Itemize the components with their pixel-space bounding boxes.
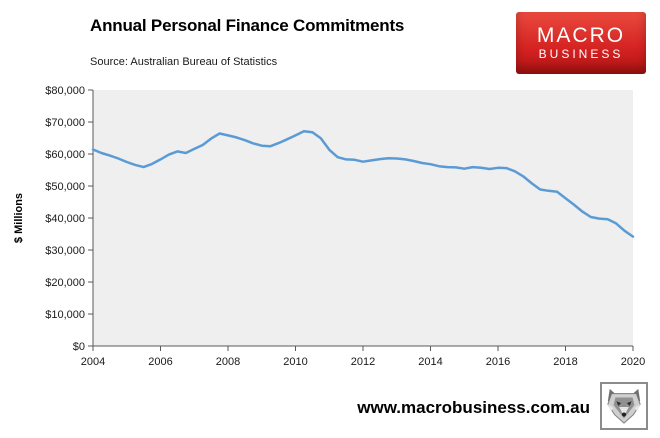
y-tick-label: $10,000 xyxy=(45,309,85,321)
y-axis-ticks: $0 $10,000 $20,000 $30,000 $40,000 $50,000 $60… xyxy=(45,85,93,353)
x-tick-label: 2008 xyxy=(216,356,240,368)
x-tick-label: 2010 xyxy=(283,356,307,368)
footer-website: www.macrobusiness.com.au xyxy=(357,398,590,417)
x-tick-label: 2016 xyxy=(486,356,510,368)
logo-text-business: BUSINESS xyxy=(538,47,624,61)
x-tick-label: 2012 xyxy=(351,356,375,368)
y-tick-label: $60,000 xyxy=(45,149,85,161)
data-line xyxy=(91,130,635,238)
x-tick-label: 2004 xyxy=(81,356,105,368)
x-axis-ticks: 2004 2006 2008 2010 2012 2014 2016 2018 2020 xyxy=(81,346,645,368)
y-tick-label: $50,000 xyxy=(45,181,85,193)
wolf-icon xyxy=(607,388,641,424)
x-tick-label: 2006 xyxy=(148,356,172,368)
y-tick-label: $30,000 xyxy=(45,245,85,257)
y-tick-label: $0 xyxy=(73,341,85,353)
y-tick-label: $20,000 xyxy=(45,277,85,289)
y-tick-label: $40,000 xyxy=(45,213,85,225)
y-axis-title: $ Millions xyxy=(13,193,25,243)
y-tick-label: $80,000 xyxy=(45,85,85,97)
y-tick-label: $70,000 xyxy=(45,117,85,129)
x-tick-label: 2020 xyxy=(621,356,645,368)
wolf-logo-box xyxy=(600,382,648,430)
x-tick-label: 2018 xyxy=(553,356,577,368)
x-tick-label: 2014 xyxy=(418,356,442,368)
macrobusiness-logo: MACRO BUSINESS xyxy=(516,12,646,74)
chart-source: Source: Australian Bureau of Statistics xyxy=(90,56,278,68)
chart-title: Annual Personal Finance Commitments xyxy=(90,16,405,35)
plot-area xyxy=(93,90,633,346)
logo-text-macro: MACRO xyxy=(536,24,626,47)
